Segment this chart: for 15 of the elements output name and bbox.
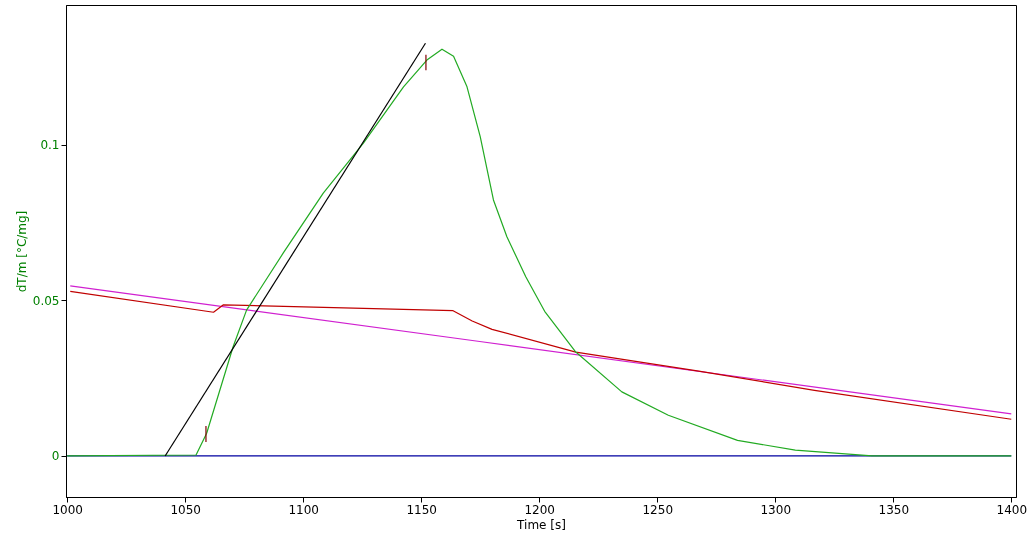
x-axis-title: Time [s] [516,517,566,532]
line-series [66,48,1012,457]
y-tick-label: 0.1 [40,138,60,153]
x-tick-label: 1300 [760,502,792,517]
x-tick-label: 1000 [52,502,83,517]
x-tick-label: 1050 [170,502,201,517]
x-tick-label: 1250 [642,502,674,517]
x-tick-label: 1150 [406,502,437,517]
x-tick-label: 1400 [996,502,1028,517]
x-tick-label: 1200 [524,502,555,517]
y-tick-label: 0 [51,449,60,464]
x-tick-label: 1100 [288,502,319,517]
y-tick-label: 0.05 [32,293,60,308]
x-tick-label: 1350 [878,502,910,517]
y-axis-title: dT/m [°C/mg] [14,210,29,293]
